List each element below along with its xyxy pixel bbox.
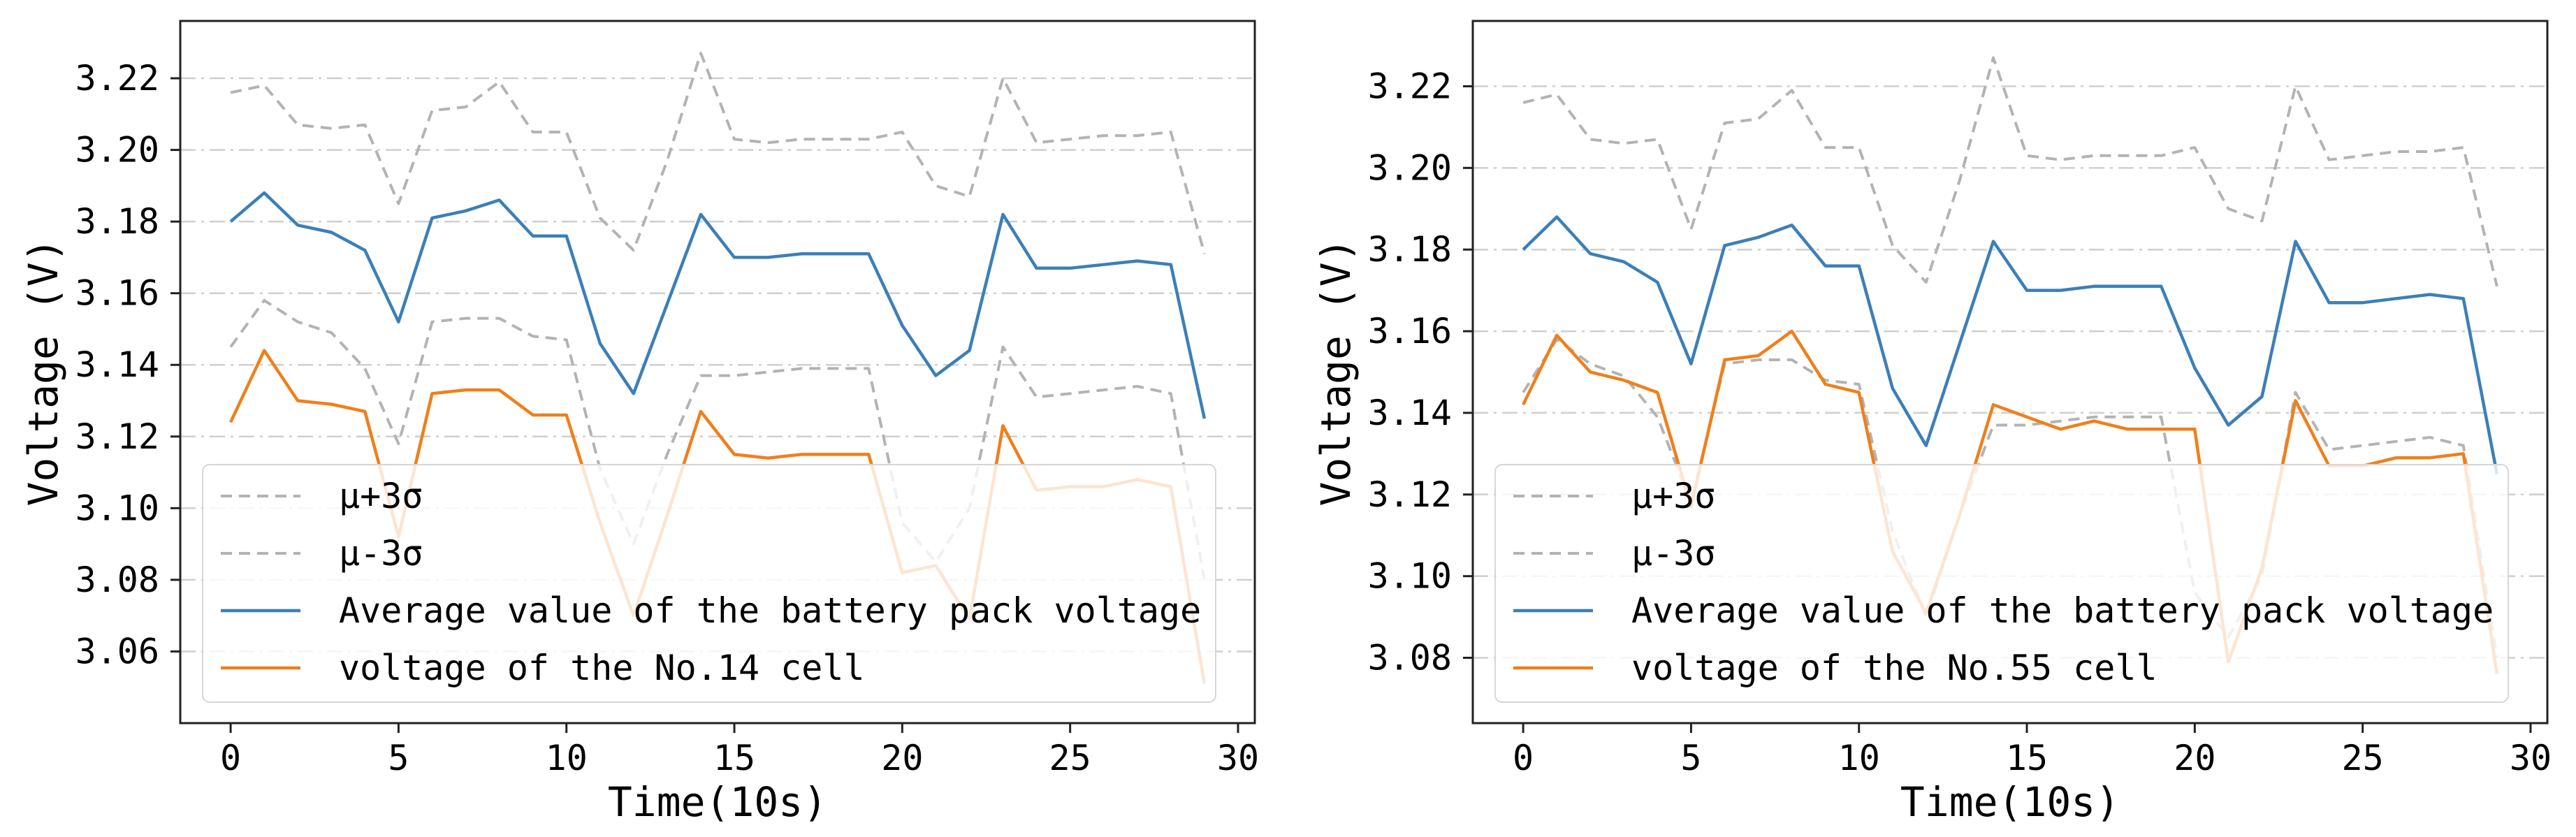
y-tick-label: 3.08 <box>75 560 159 600</box>
y-tick-label: 3.12 <box>75 416 159 457</box>
x-tick-label: 5 <box>388 738 409 778</box>
x-tick-label: 5 <box>1680 738 1701 778</box>
series-line-0 <box>230 52 1206 254</box>
legend-label-2: Average value of the battery pack voltag… <box>339 590 1201 631</box>
legend-box <box>1494 464 2509 703</box>
series-line-2 <box>229 191 1207 419</box>
y-tick-label: 3.12 <box>1368 474 1452 515</box>
x-tick-label: 15 <box>713 738 755 778</box>
plot-frame <box>179 20 1256 725</box>
y-tick-label: 3.06 <box>75 631 159 671</box>
y-tick-label: 3.10 <box>75 488 159 528</box>
y-tick-label: 3.16 <box>75 273 159 314</box>
series-line-1 <box>1522 337 2498 658</box>
y-tick-label: 3.18 <box>1368 229 1452 270</box>
y-axis-title: Voltage (V) <box>20 238 67 506</box>
y-tick-label: 3.22 <box>75 58 159 99</box>
x-tick-label: 10 <box>546 738 588 778</box>
x-tick-label: 0 <box>1513 738 1534 778</box>
legend-label-1: μ-3σ <box>339 533 423 574</box>
plot-frame <box>1471 20 2549 725</box>
y-tick-label: 3.10 <box>1368 556 1452 597</box>
y-tick-label: 3.14 <box>1368 393 1452 433</box>
series-line-0 <box>1522 56 2498 287</box>
y-tick-label: 3.16 <box>1368 311 1452 351</box>
legend-label-0: μ+3σ <box>339 476 423 516</box>
y-axis-title: Voltage (V) <box>1312 238 1360 506</box>
left-chart: μ+3σ μ-3σ Average value of the battery pac… <box>20 20 1259 826</box>
legend-label-0: μ+3σ <box>1631 476 1715 516</box>
x-tick-label: 0 <box>220 738 241 778</box>
x-axis-title: Time(10s) <box>608 778 827 826</box>
x-axis-title: Time(10s) <box>1900 778 2120 826</box>
y-tick-label: 3.14 <box>75 344 159 385</box>
y-tick-label: 3.08 <box>1368 638 1452 678</box>
y-tick-label: 3.20 <box>1368 147 1452 188</box>
x-tick-label: 20 <box>2174 738 2215 778</box>
legend: μ+3σ μ-3σ Average value of the battery pac… <box>1494 464 2509 703</box>
legend-label-3: voltage of the No.14 cell <box>339 648 865 688</box>
legend: μ+3σ μ-3σ Average value of the battery pac… <box>202 464 1216 703</box>
legend-label-2: Average value of the battery pack voltag… <box>1631 590 2494 631</box>
x-tick-label: 25 <box>2342 738 2384 778</box>
x-tick-label: 30 <box>1217 738 1259 778</box>
x-tick-label: 20 <box>881 738 923 778</box>
legend-box <box>202 464 1216 703</box>
legend-label-3: voltage of the No.55 cell <box>1631 648 2157 688</box>
legend-label-1: μ-3σ <box>1631 533 1715 574</box>
right-chart: μ+3σ μ-3σ Average value of the battery pac… <box>1312 20 2552 826</box>
y-tick-label: 3.18 <box>75 201 159 242</box>
x-tick-label: 25 <box>1049 738 1091 778</box>
series-line-2 <box>1522 215 2499 475</box>
x-tick-label: 10 <box>1838 738 1880 778</box>
y-tick-label: 3.22 <box>1368 66 1452 106</box>
x-tick-label: 30 <box>2510 738 2552 778</box>
x-tick-label: 15 <box>2006 738 2048 778</box>
y-tick-label: 3.20 <box>75 130 159 170</box>
